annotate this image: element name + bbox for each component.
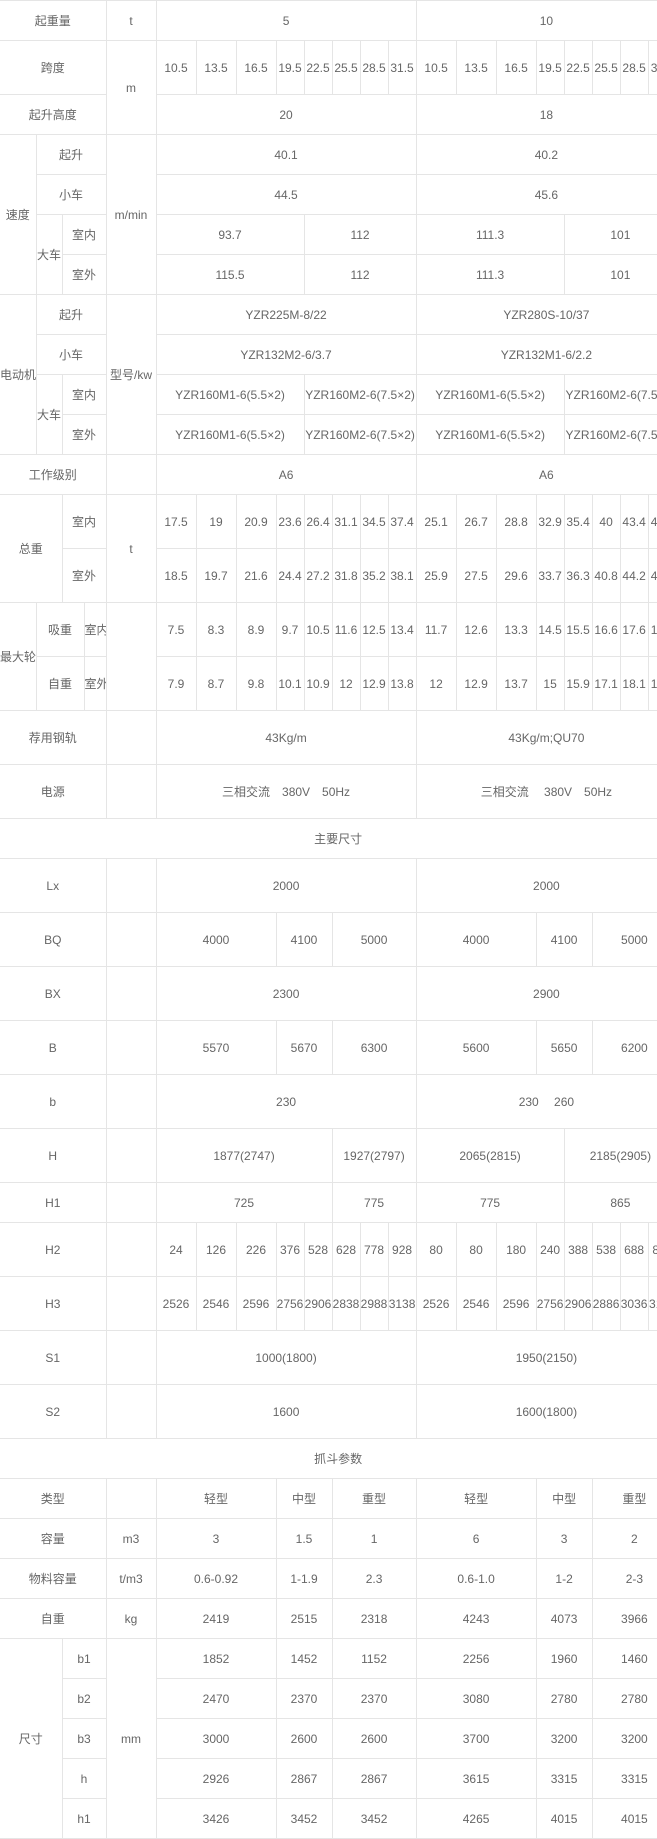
- row-label: 电动机: [0, 295, 36, 455]
- row-label: 跨度: [0, 41, 106, 95]
- val: 10.5: [156, 41, 196, 95]
- row-label: 速度: [0, 135, 36, 295]
- row-label: 起升高度: [0, 95, 106, 135]
- unit: t: [106, 1, 156, 41]
- val: 10: [416, 1, 657, 41]
- row-label: 起重量: [0, 1, 106, 41]
- section-header: 主要尺寸: [0, 819, 657, 859]
- section-header: 抓斗参数: [0, 1439, 657, 1479]
- unit: m: [106, 41, 156, 135]
- spec-table: 起重量 t 5 10 跨度 m 10.513.516.519.522.525.5…: [0, 0, 657, 1839]
- val: 5: [156, 1, 416, 41]
